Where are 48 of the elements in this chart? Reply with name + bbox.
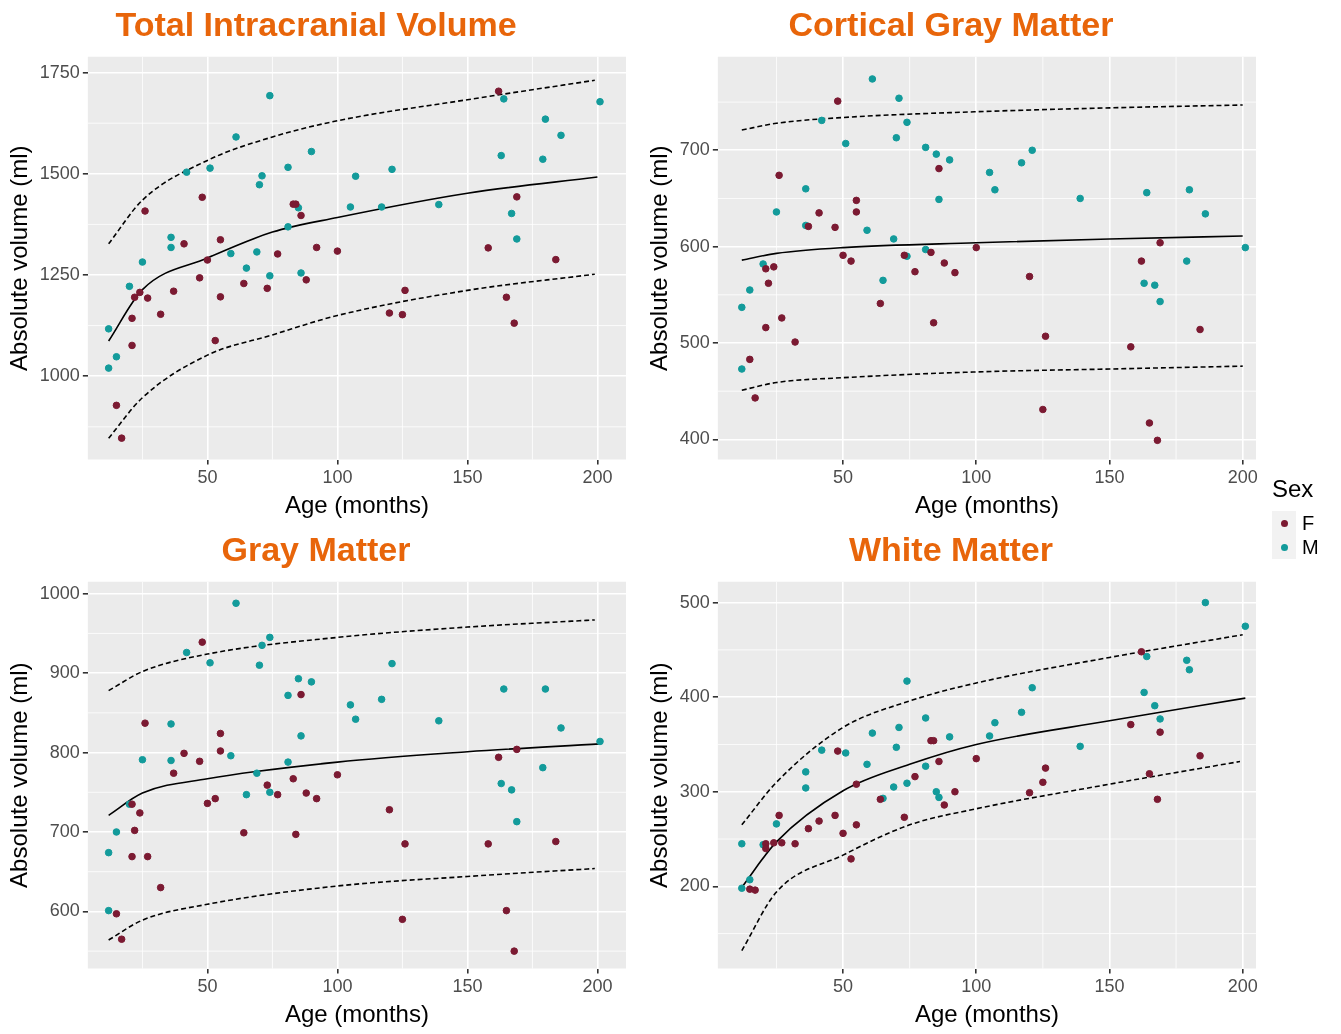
x-tick-label: 200: [1227, 976, 1258, 997]
y-tick-label: 800: [49, 741, 80, 762]
x-axis-title: Age (months): [284, 491, 429, 519]
y-tick-label: 1000: [39, 582, 80, 603]
x-tick-label: 50: [833, 467, 854, 488]
y-tick-label: 500: [679, 331, 710, 352]
x-tick-label: 200: [582, 976, 613, 997]
y-axis-title: Absolute volume (ml): [645, 662, 673, 888]
y-tick-label: 300: [679, 780, 710, 801]
x-tick-label: 200: [582, 467, 613, 488]
x-tick-label: 50: [833, 976, 854, 997]
y-tick-label: 1500: [39, 162, 80, 183]
y-axis-title: Absolute volume (ml): [5, 145, 33, 371]
x-tick-label: 150: [1094, 976, 1125, 997]
x-tick-label: 200: [1227, 467, 1258, 488]
x-axis-title: Age (months): [914, 491, 1059, 519]
y-tick-label: 600: [49, 900, 80, 921]
y-tick-label: 400: [679, 686, 710, 707]
x-axis-title: Age (months): [914, 1000, 1059, 1028]
chart-title: White Matter: [849, 529, 1053, 568]
x-axis-title: Age (months): [284, 1000, 429, 1028]
y-tick-label: 600: [679, 235, 710, 256]
y-tick-label: 700: [679, 139, 710, 160]
x-tick-label: 50: [197, 976, 218, 997]
y-tick-label: 700: [49, 820, 80, 841]
x-tick-label: 150: [1094, 467, 1125, 488]
y-tick-label: 1000: [39, 365, 80, 386]
chart-title: Cortical Gray Matter: [788, 4, 1114, 43]
legend-title: Sex: [1272, 475, 1315, 503]
chart-title: Gray Matter: [221, 529, 411, 568]
x-tick-label: 100: [322, 467, 353, 488]
y-axis-title: Absolute volume (ml): [5, 662, 33, 888]
legend-label: M: [1302, 535, 1319, 559]
y-tick-label: 1250: [39, 263, 80, 284]
x-tick-label: 100: [961, 467, 992, 488]
y-tick-label: 200: [679, 875, 710, 896]
y-tick-label: 500: [679, 591, 710, 612]
y-tick-label: 900: [49, 662, 80, 683]
y-axis-title: Absolute volume (ml): [645, 145, 673, 371]
x-tick-label: 100: [322, 976, 353, 997]
y-tick-label: 1750: [39, 61, 80, 82]
y-tick-label: 400: [679, 428, 710, 449]
x-tick-label: 150: [452, 976, 483, 997]
legend-label: F: [1302, 511, 1315, 535]
x-tick-label: 150: [452, 467, 483, 488]
x-tick-label: 50: [197, 467, 218, 488]
x-tick-label: 100: [961, 976, 992, 997]
chart-title: Total Intracranial Volume: [115, 4, 517, 43]
